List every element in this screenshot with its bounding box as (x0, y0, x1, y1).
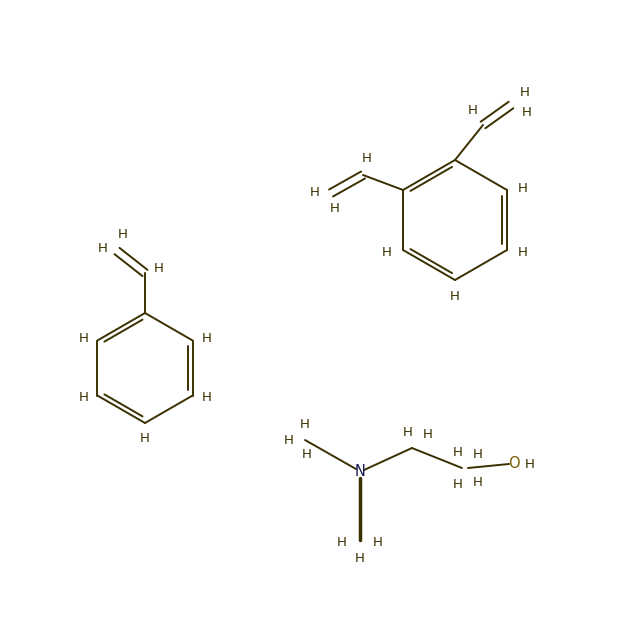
Text: H: H (473, 448, 483, 461)
Text: H: H (302, 448, 312, 461)
Text: O: O (508, 456, 520, 471)
Text: H: H (450, 291, 460, 304)
Text: H: H (300, 417, 310, 430)
Text: H: H (310, 186, 320, 199)
Text: H: H (140, 432, 150, 445)
Text: H: H (518, 181, 528, 194)
Text: H: H (98, 242, 108, 255)
Text: H: H (453, 445, 463, 458)
Text: H: H (403, 425, 413, 438)
Text: H: H (525, 458, 535, 471)
Text: H: H (337, 535, 347, 548)
Text: H: H (202, 332, 212, 345)
Text: H: H (78, 332, 88, 345)
Text: H: H (362, 153, 372, 166)
Text: H: H (118, 229, 128, 242)
Text: H: H (382, 245, 392, 258)
Text: H: H (330, 202, 340, 215)
Text: H: H (522, 106, 532, 119)
Text: H: H (453, 478, 463, 491)
Text: H: H (284, 433, 294, 446)
Text: H: H (518, 245, 528, 258)
Text: H: H (520, 86, 530, 99)
Text: H: H (423, 427, 433, 440)
Text: H: H (468, 104, 478, 117)
Text: H: H (154, 263, 164, 276)
Text: H: H (202, 391, 212, 404)
Text: N: N (355, 465, 365, 479)
Text: H: H (78, 391, 88, 404)
Text: H: H (473, 476, 483, 489)
Text: H: H (373, 535, 383, 548)
Text: H: H (355, 551, 365, 564)
